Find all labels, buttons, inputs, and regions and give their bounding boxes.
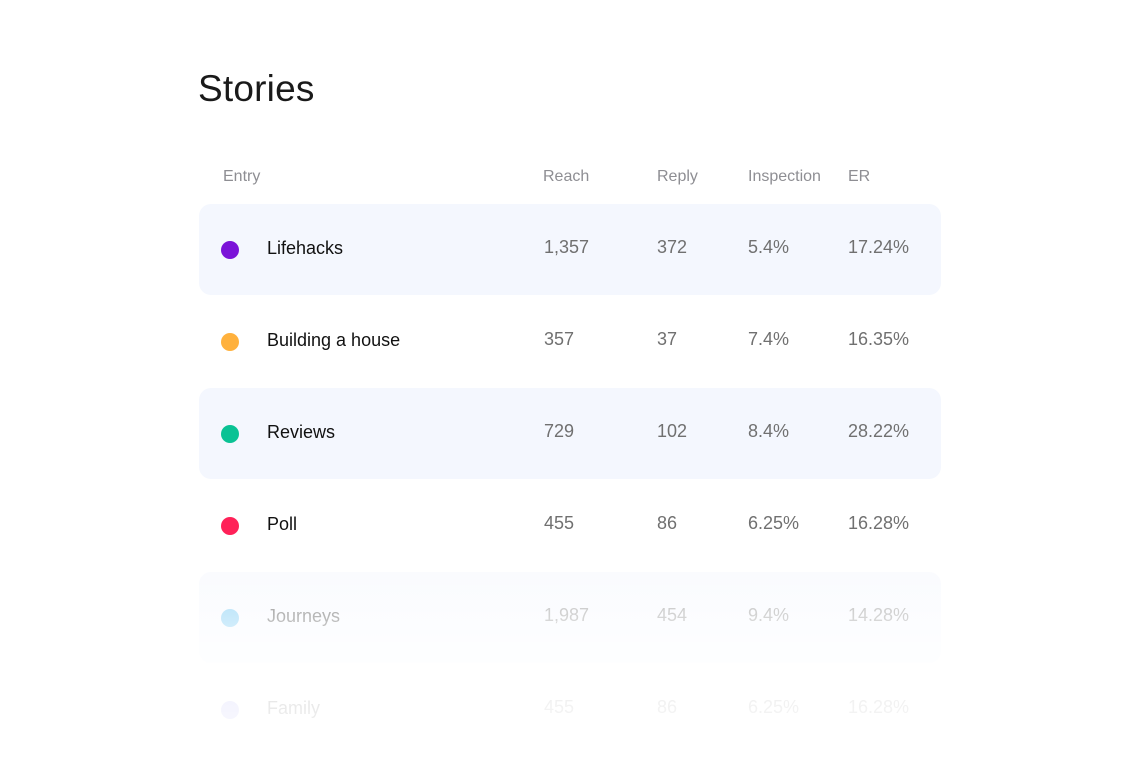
er-value: 28.22% [848,421,910,441]
table-row[interactable]: Poll 455 86 6.25% 16.28% [199,480,941,571]
reply-value: 86 [657,513,678,533]
table-row[interactable]: Reviews 729 102 8.4% 28.22% [199,388,941,479]
table-row[interactable]: Family 455 86 6.25% 16.28% [199,664,941,755]
category-dot-icon [221,241,239,259]
reach-value: 455 [544,697,575,717]
entry-name: Reviews [267,422,336,442]
inspection-value: 7.4% [748,329,790,349]
page-title: Stories [198,68,315,109]
table-row[interactable]: Lifehacks 1,357 372 5.4% 17.24% [199,204,941,295]
er-value: 16.35% [848,329,910,349]
stories-table: Lifehacks 1,357 372 5.4% 17.24% Building… [199,204,941,756]
column-header-reach[interactable]: Reach [543,168,590,185]
entry-name: Building a house [267,330,401,350]
er-value: 16.28% [848,697,910,717]
entry-name: Poll [267,514,298,534]
reach-value: 729 [544,421,575,441]
reply-value: 86 [657,697,678,717]
reach-value: 455 [544,513,575,533]
reply-value: 102 [657,421,688,441]
column-header-reply[interactable]: Reply [657,168,698,185]
category-dot-icon [221,425,239,443]
reach-value: 1,987 [544,605,590,625]
inspection-value: 6.25% [748,697,800,717]
entry-name: Lifehacks [267,238,344,258]
column-header-entry[interactable]: Entry [223,168,261,185]
er-value: 17.24% [848,237,910,257]
reply-value: 37 [657,329,678,349]
er-value: 16.28% [848,513,910,533]
category-dot-icon [221,701,239,719]
reply-value: 372 [657,237,688,257]
category-dot-icon [221,517,239,535]
table-header: Entry Reach Reply Inspection ER [199,168,941,190]
er-value: 14.28% [848,605,910,625]
inspection-value: 5.4% [748,237,790,257]
column-header-er[interactable]: ER [848,168,871,185]
reach-value: 1,357 [544,237,590,257]
category-dot-icon [221,333,239,351]
reply-value: 454 [657,605,688,625]
inspection-value: 9.4% [748,605,790,625]
inspection-value: 8.4% [748,421,790,441]
table-row[interactable]: Journeys 1,987 454 9.4% 14.28% [199,572,941,663]
entry-name: Journeys [267,606,341,626]
table-row[interactable]: Building a house 357 37 7.4% 16.35% [199,296,941,387]
entry-name: Family [267,698,320,718]
column-header-inspection[interactable]: Inspection [748,168,821,185]
inspection-value: 6.25% [748,513,800,533]
category-dot-icon [221,609,239,627]
reach-value: 357 [544,329,575,349]
